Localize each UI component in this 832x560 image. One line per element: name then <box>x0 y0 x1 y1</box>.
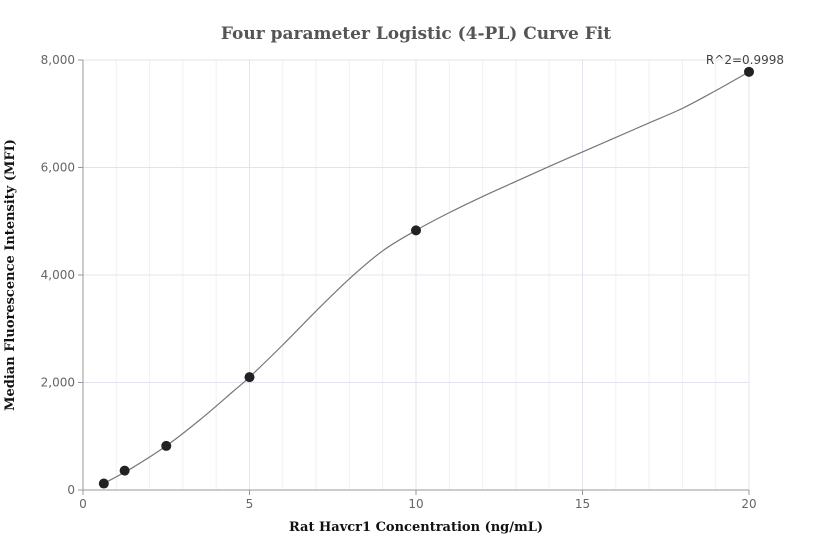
data-point <box>98 478 109 489</box>
data-point <box>411 225 421 236</box>
x-tick-label: 10 <box>408 497 423 511</box>
grid <box>83 59 750 490</box>
x-tick-label: 0 <box>79 497 87 511</box>
y-tick-label: 2,000 <box>41 376 75 390</box>
data-point <box>119 465 130 476</box>
y-axis-title: Median Fluorescence Intensity (MFI) <box>3 139 18 411</box>
data-point <box>244 372 255 383</box>
fit-curve-line <box>103 71 750 485</box>
r-squared-annotation: R^2=0.9998 <box>706 53 784 67</box>
data-point <box>161 440 172 451</box>
x-tick-label: 20 <box>741 497 756 511</box>
fit-curve-layer <box>103 71 750 485</box>
y-tick-label: 4,000 <box>41 268 75 282</box>
x-tick-label: 15 <box>575 497 590 511</box>
data-points <box>98 66 754 489</box>
tick-labels: 0 5 10 15 20 0 2,000 4,000 6,000 8,000 <box>41 53 757 511</box>
y-tick-label: 6,000 <box>41 161 75 175</box>
chart-title: Four parameter Logistic (4-PL) Curve Fit <box>221 24 611 44</box>
x-tick-label: 5 <box>246 497 254 511</box>
data-point <box>744 66 754 77</box>
x-axis-title: Rat Havcr1 Concentration (ng/mL) <box>289 520 543 535</box>
y-tick-label: 0 <box>67 483 75 497</box>
y-tick-label: 8,000 <box>41 53 75 67</box>
